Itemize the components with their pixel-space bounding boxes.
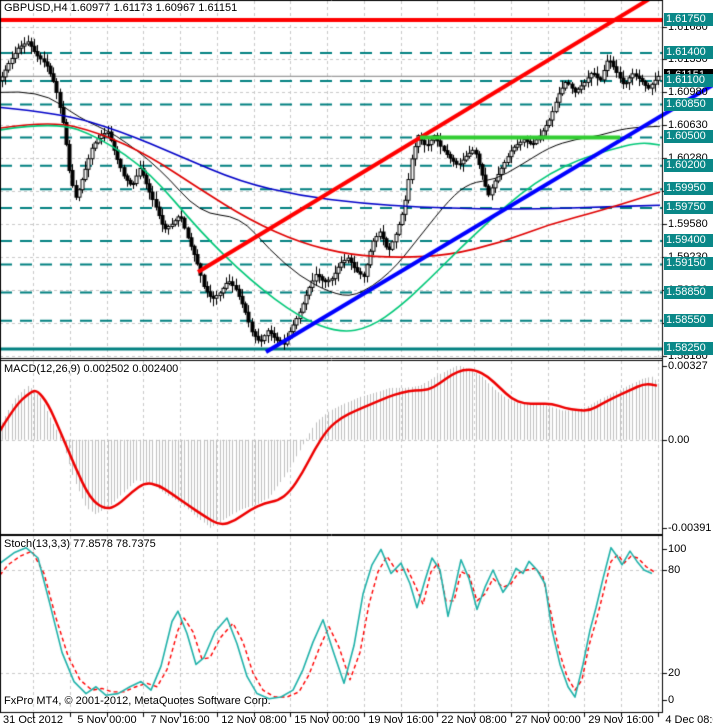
time-axis-label: 5 Nov 00:00	[77, 714, 137, 726]
macd-label: MACD(12,26,9)	[4, 363, 81, 375]
stoch-axis-label: 0	[668, 694, 675, 706]
price-grid-label: 1.60980	[668, 86, 708, 98]
time-axis-label: 31 Oct 2012	[3, 714, 63, 726]
price-level-label: 1.61400	[664, 46, 713, 59]
stoch-label: Stoch(13,3,3)	[4, 538, 71, 550]
time-axis-label: 27 Nov 00:00	[515, 714, 581, 726]
time-axis-label: 15 Nov 00:00	[294, 714, 360, 726]
time-axis-label: 4 Dec 08:00	[665, 714, 713, 726]
macd-values: 0.002502 0.002400	[83, 363, 179, 375]
stoch-axis-label: 80	[668, 564, 681, 576]
time-axis-label: 12 Nov 08:00	[221, 714, 287, 726]
stoch-indicator-label: Stoch(13,3,3) 77.8578 78.7375	[4, 538, 156, 551]
stoch-axis-label: 100	[668, 543, 687, 555]
time-axis-label: 19 Nov 16:00	[368, 714, 434, 726]
price-level-label: 1.59950	[664, 182, 713, 195]
price-level-label: 1.58850	[664, 286, 713, 299]
price-level-label: 1.61750	[664, 13, 713, 26]
copyright-text: FxPro MT4, © 2001-2012, MetaQuotes Softw…	[4, 695, 271, 707]
macd-axis-label: -0.00391	[668, 522, 712, 534]
price-level-label: 1.59750	[664, 201, 713, 214]
price-level-label: 1.60850	[664, 98, 713, 111]
price-level-label: 1.59400	[664, 234, 713, 247]
macd-axis-label: 0.00327	[668, 360, 708, 372]
macd-indicator-label: MACD(12,26,9) 0.002502 0.002400	[4, 363, 178, 376]
price-level-label: 1.60200	[664, 159, 713, 172]
time-axis-label: 29 Nov 16:00	[588, 714, 654, 726]
main-chart-title: GBPUSD,H4 1.60977 1.61173 1.60967 1.6115…	[4, 2, 238, 14]
price-level-label: 1.60500	[664, 130, 713, 143]
price-level-label: 1.58550	[664, 314, 713, 327]
time-axis-label: 22 Nov 08:00	[441, 714, 507, 726]
macd-axis-label: 0.00	[668, 434, 690, 446]
time-axis-label: 7 Nov 16:00	[150, 714, 210, 726]
price-grid-label: 1.60630	[668, 119, 708, 131]
price-level-label: 1.58250	[664, 342, 713, 355]
stoch-values: 77.8578 78.7375	[73, 538, 156, 550]
price-level-label: 1.59150	[664, 257, 713, 270]
price-grid-label: 1.59580	[668, 218, 708, 230]
stoch-axis-label: 20	[668, 667, 681, 679]
price-level-label: 1.61100	[664, 74, 713, 87]
